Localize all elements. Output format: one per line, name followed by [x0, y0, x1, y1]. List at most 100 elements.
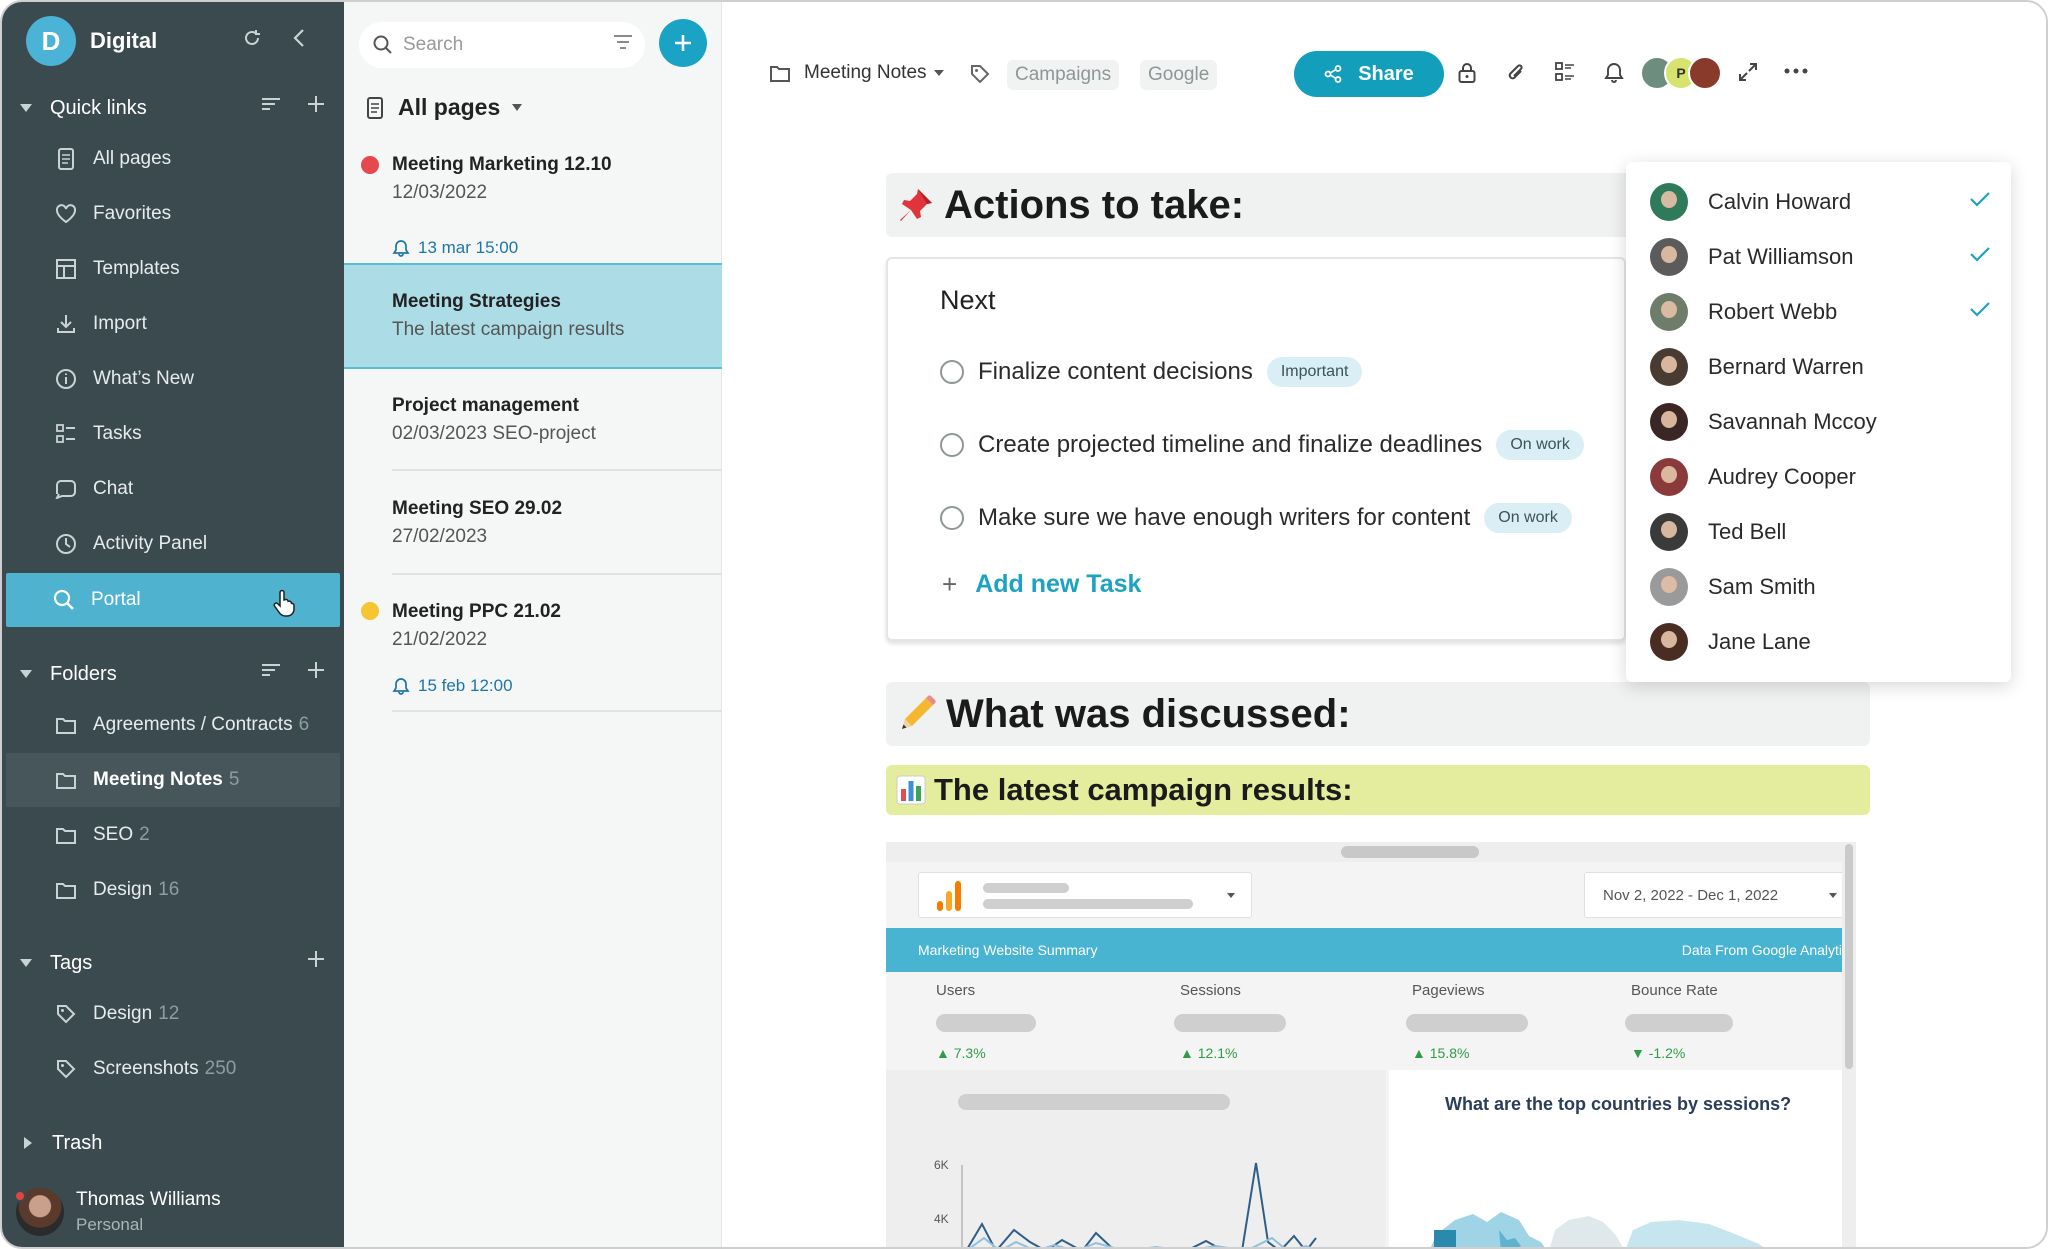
kpi-change: ▲ 15.8% — [1412, 1045, 1470, 1061]
tag-count: 250 — [204, 1058, 237, 1079]
kpi-change: ▲ 12.1% — [1180, 1045, 1238, 1061]
workspace-header[interactable]: D Digital — [26, 16, 336, 66]
note-subtitle: 12/03/2022 — [392, 182, 488, 203]
date-range-picker[interactable]: Nov 2, 2022 - Dec 1, 2022 — [1584, 872, 1850, 918]
expand-icon[interactable] — [1738, 62, 1758, 82]
plus-icon[interactable] — [308, 96, 324, 112]
add-task-button[interactable]: + Add new Task — [942, 569, 1141, 600]
assignee-name: Robert Webb — [1708, 298, 1838, 324]
list-item[interactable]: Project management 02/03/2023 SEO-projec… — [344, 369, 722, 472]
folders-header[interactable]: Folders — [20, 656, 332, 692]
heart-icon — [54, 202, 78, 226]
sidebar-item-all-pages[interactable]: All pages — [6, 132, 340, 186]
tag-item-design[interactable]: Design 12 — [6, 987, 340, 1041]
horizontal-scrollbar[interactable] — [886, 842, 1856, 862]
user-profile[interactable]: Thomas Williams Personal — [14, 1184, 336, 1240]
reminder-text: 15 feb 12:00 — [418, 676, 513, 695]
attachment-icon[interactable] — [1506, 62, 1526, 84]
assignee-option[interactable]: Sam Smith — [1626, 559, 2011, 614]
pushpin-icon — [896, 185, 936, 225]
sidebar-item-import[interactable]: Import — [6, 297, 340, 351]
folder-item-design[interactable]: Design 16 — [6, 863, 340, 917]
task-checkbox[interactable] — [940, 360, 964, 384]
filter-icon[interactable] — [613, 34, 633, 52]
workspace-name: Digital — [90, 28, 158, 53]
plus-icon[interactable] — [308, 951, 324, 967]
search-box — [359, 22, 645, 68]
assignee-option[interactable]: Robert Webb — [1626, 284, 2011, 339]
trash-header[interactable]: Trash — [20, 1125, 332, 1161]
status-badge[interactable]: On work — [1484, 503, 1572, 533]
task-checkbox[interactable] — [940, 433, 964, 457]
status-badge[interactable]: Important — [1266, 357, 1363, 387]
sidebar-item-favorites[interactable]: Favorites — [6, 187, 340, 241]
list-item[interactable]: Meeting PPC 21.02 21/02/2022 15 feb 12:0… — [344, 576, 722, 713]
user-name: Thomas Williams — [76, 1189, 221, 1210]
lock-icon[interactable] — [1458, 62, 1476, 84]
task-text[interactable]: Create projected timeline and finalize d… — [978, 431, 1483, 458]
tag-chip[interactable]: Google — [1140, 60, 1218, 90]
sort-icon[interactable] — [262, 662, 280, 678]
note-title: Meeting PPC 21.02 — [392, 601, 561, 622]
folder-icon — [770, 64, 790, 82]
list-item[interactable]: Meeting Marketing 12.10 12/03/2022 13 ma… — [344, 138, 722, 263]
plus-icon[interactable] — [308, 662, 324, 678]
assignee-option[interactable]: Jane Lane — [1626, 614, 2011, 669]
folder-icon — [54, 713, 78, 737]
trash-label: Trash — [52, 1131, 103, 1154]
share-button[interactable]: Share — [1294, 51, 1444, 97]
assignee-name: Jane Lane — [1708, 628, 1811, 654]
embedded-report[interactable]: Nov 2, 2022 - Dec 1, 2022 Marketing Webs… — [886, 842, 1856, 1247]
search-input[interactable] — [403, 34, 593, 56]
tag-item-screenshots[interactable]: Screenshots 250 — [6, 1042, 340, 1096]
collapse-sidebar-icon[interactable] — [292, 28, 306, 48]
list-item[interactable]: Meeting SEO 29.02 27/02/2023 — [344, 472, 722, 576]
sidebar-item-activity-panel[interactable]: Activity Panel — [6, 517, 340, 571]
assignee-option[interactable]: Audrey Cooper — [1626, 449, 2011, 504]
scrollbar-thumb[interactable] — [1845, 844, 1853, 1069]
breadcrumb[interactable]: Meeting Notes — [770, 62, 944, 84]
search-icon — [52, 588, 76, 612]
sidebar-item-portal[interactable]: Portal — [6, 573, 340, 627]
sidebar-item-label: Import — [93, 313, 147, 334]
tags-header[interactable]: Tags — [20, 945, 332, 981]
status-dot — [361, 602, 379, 620]
sidebar-item-label: Chat — [93, 478, 134, 499]
assignee-option[interactable]: Pat Williamson — [1626, 229, 2011, 284]
task-text[interactable]: Finalize content decisions — [978, 358, 1253, 385]
quick-links-header[interactable]: Quick links — [20, 90, 332, 126]
folder-item-agreements[interactable]: Agreements / Contracts 6 — [6, 698, 340, 752]
list-item[interactable]: Meeting Strategies The latest campaign r… — [344, 263, 722, 369]
status-badge[interactable]: On work — [1496, 430, 1584, 460]
assignee-option[interactable]: Calvin Howard — [1626, 174, 2011, 229]
sidebar-item-templates[interactable]: Templates — [6, 242, 340, 296]
bell-icon[interactable] — [1604, 62, 1624, 84]
add-task-label: Add new Task — [975, 570, 1142, 598]
sidebar-item-tasks[interactable]: Tasks — [6, 407, 340, 461]
sidebar-item-whats-new[interactable]: What’s New — [6, 352, 340, 406]
editor: Meeting Notes Campaigns Google Share P — [722, 2, 2046, 1247]
scrollbar-thumb[interactable] — [1341, 846, 1479, 858]
folder-item-meeting-notes[interactable]: Meeting Notes 5 — [6, 753, 340, 807]
sync-icon[interactable] — [242, 28, 262, 48]
assignee-option[interactable]: Ted Bell — [1626, 504, 2011, 559]
report-selector[interactable] — [918, 872, 1252, 918]
kpi-change: ▼ -1.2% — [1631, 1045, 1686, 1061]
folder-item-seo[interactable]: SEO 2 — [6, 808, 340, 862]
tasks-icon[interactable] — [1555, 62, 1575, 82]
assignee-option[interactable]: Savannah Mccoy — [1626, 394, 2011, 449]
collaborator-avatars[interactable]: P — [1640, 56, 1722, 90]
task-text[interactable]: Make sure we have enough writers for con… — [978, 504, 1471, 531]
all-pages-dropdown[interactable]: All pages — [366, 94, 523, 121]
task-checkbox[interactable] — [940, 506, 964, 530]
assignee-option[interactable]: Bernard Warren — [1626, 339, 2011, 394]
sort-icon[interactable] — [262, 96, 280, 112]
tag-chip[interactable]: Campaigns — [1007, 60, 1120, 90]
add-page-button[interactable] — [659, 19, 707, 67]
sidebar-item-chat[interactable]: Chat — [6, 462, 340, 516]
download-icon — [54, 312, 78, 336]
more-options-icon[interactable] — [1784, 68, 1808, 74]
note-title: Project management — [392, 395, 579, 416]
tag-icon[interactable] — [970, 64, 990, 84]
vertical-scrollbar[interactable] — [1842, 842, 1856, 1247]
